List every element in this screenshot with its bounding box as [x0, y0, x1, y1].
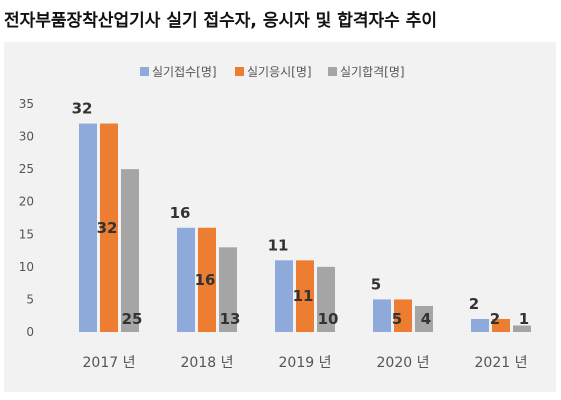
data-label-1-2: 11 — [293, 287, 314, 305]
y-tick-label: 25 — [19, 162, 34, 176]
y-tick-label: 10 — [19, 260, 34, 274]
bars — [79, 123, 531, 333]
bar-0-4 — [471, 318, 489, 332]
legend: 실기접수[명] 실기응시[명] 실기합격[명] — [140, 65, 405, 79]
x-category-label: 2018 년 — [181, 355, 234, 371]
y-tick-label: 20 — [19, 195, 34, 209]
data-label-2-4: 1 — [519, 310, 529, 328]
x-category-label: 2020 년 — [377, 355, 430, 371]
y-tick-label: 5 — [26, 292, 34, 306]
bar-1-3 — [394, 299, 412, 332]
y-axis: 0 5 10 15 20 25 30 35 — [19, 97, 34, 339]
chart-title: 전자부품장착산업기사 실기 접수자, 응시자 및 합격자수 추이 — [4, 11, 437, 31]
bar-0-2 — [275, 260, 293, 332]
bar-2-3 — [415, 305, 433, 332]
legend-swatch-0 — [140, 67, 149, 76]
x-category-label: 2021 년 — [475, 355, 528, 371]
bar-1-1 — [198, 227, 216, 332]
bar-1-4 — [492, 318, 510, 332]
data-label-0-2: 11 — [268, 236, 289, 254]
data-label-1-0: 32 — [97, 219, 118, 237]
x-category-label: 2019 년 — [279, 355, 332, 371]
bar-0-0 — [79, 123, 97, 333]
data-label-1-4: 2 — [490, 310, 500, 328]
bar-1-0 — [100, 123, 118, 333]
data-label-0-3: 5 — [371, 275, 381, 293]
data-label-0-4: 2 — [469, 295, 479, 313]
x-axis: 2017 년 2018 년 2019 년 2020 년 2021 년 — [83, 355, 528, 371]
bar-2-2 — [317, 266, 335, 332]
x-category-label: 2017 년 — [83, 355, 136, 371]
y-tick-label: 35 — [19, 97, 34, 111]
data-label-1-3: 5 — [392, 310, 402, 328]
data-label-2-0: 25 — [122, 310, 143, 328]
data-label-0-0: 32 — [72, 100, 93, 118]
y-tick-label: 30 — [19, 130, 34, 144]
bar-2-1 — [219, 247, 237, 332]
legend-label-1: 실기응시[명] — [247, 65, 312, 79]
bar-0-3 — [373, 299, 391, 332]
bar-0-1 — [177, 227, 195, 332]
legend-swatch-1 — [235, 67, 244, 76]
data-label-2-1: 13 — [220, 310, 241, 328]
legend-label-2: 실기합격[명] — [340, 65, 405, 79]
y-tick-label: 15 — [19, 227, 34, 241]
bar-2-4 — [513, 325, 531, 332]
legend-swatch-2 — [328, 67, 337, 76]
chart-area: 실기접수[명] 실기응시[명] 실기합격[명] 0 5 10 15 20 25 30 35 32 3… — [4, 42, 556, 392]
data-label-1-1: 16 — [195, 271, 216, 289]
data-label-0-1: 16 — [170, 204, 191, 222]
legend-label-0: 실기접수[명] — [152, 65, 217, 79]
data-label-2-2: 10 — [318, 310, 339, 328]
bar-2-0 — [121, 169, 139, 332]
bar-1-2 — [296, 260, 314, 332]
data-label-2-3: 4 — [421, 310, 431, 328]
y-tick-label: 0 — [26, 325, 34, 339]
